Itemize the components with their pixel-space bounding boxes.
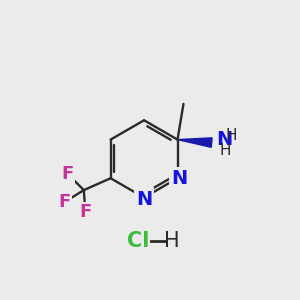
- Text: N: N: [216, 130, 232, 149]
- Text: H: H: [226, 128, 237, 142]
- Text: F: F: [79, 203, 92, 221]
- Polygon shape: [178, 138, 212, 147]
- Text: N: N: [136, 190, 152, 208]
- Text: Cl: Cl: [127, 231, 149, 251]
- Text: F: F: [61, 165, 74, 183]
- Text: N: N: [171, 169, 187, 188]
- Text: H: H: [220, 143, 231, 158]
- Text: F: F: [58, 193, 70, 211]
- Text: H: H: [164, 231, 180, 251]
